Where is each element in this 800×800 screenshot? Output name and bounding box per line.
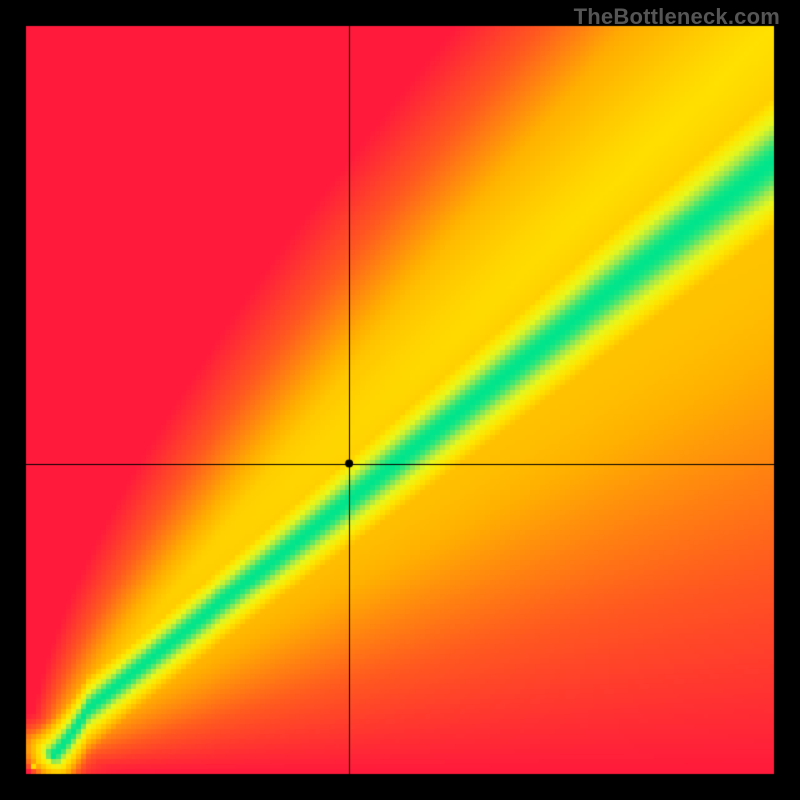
watermark-text: TheBottleneck.com [574, 4, 780, 30]
bottleneck-heatmap [0, 0, 800, 800]
